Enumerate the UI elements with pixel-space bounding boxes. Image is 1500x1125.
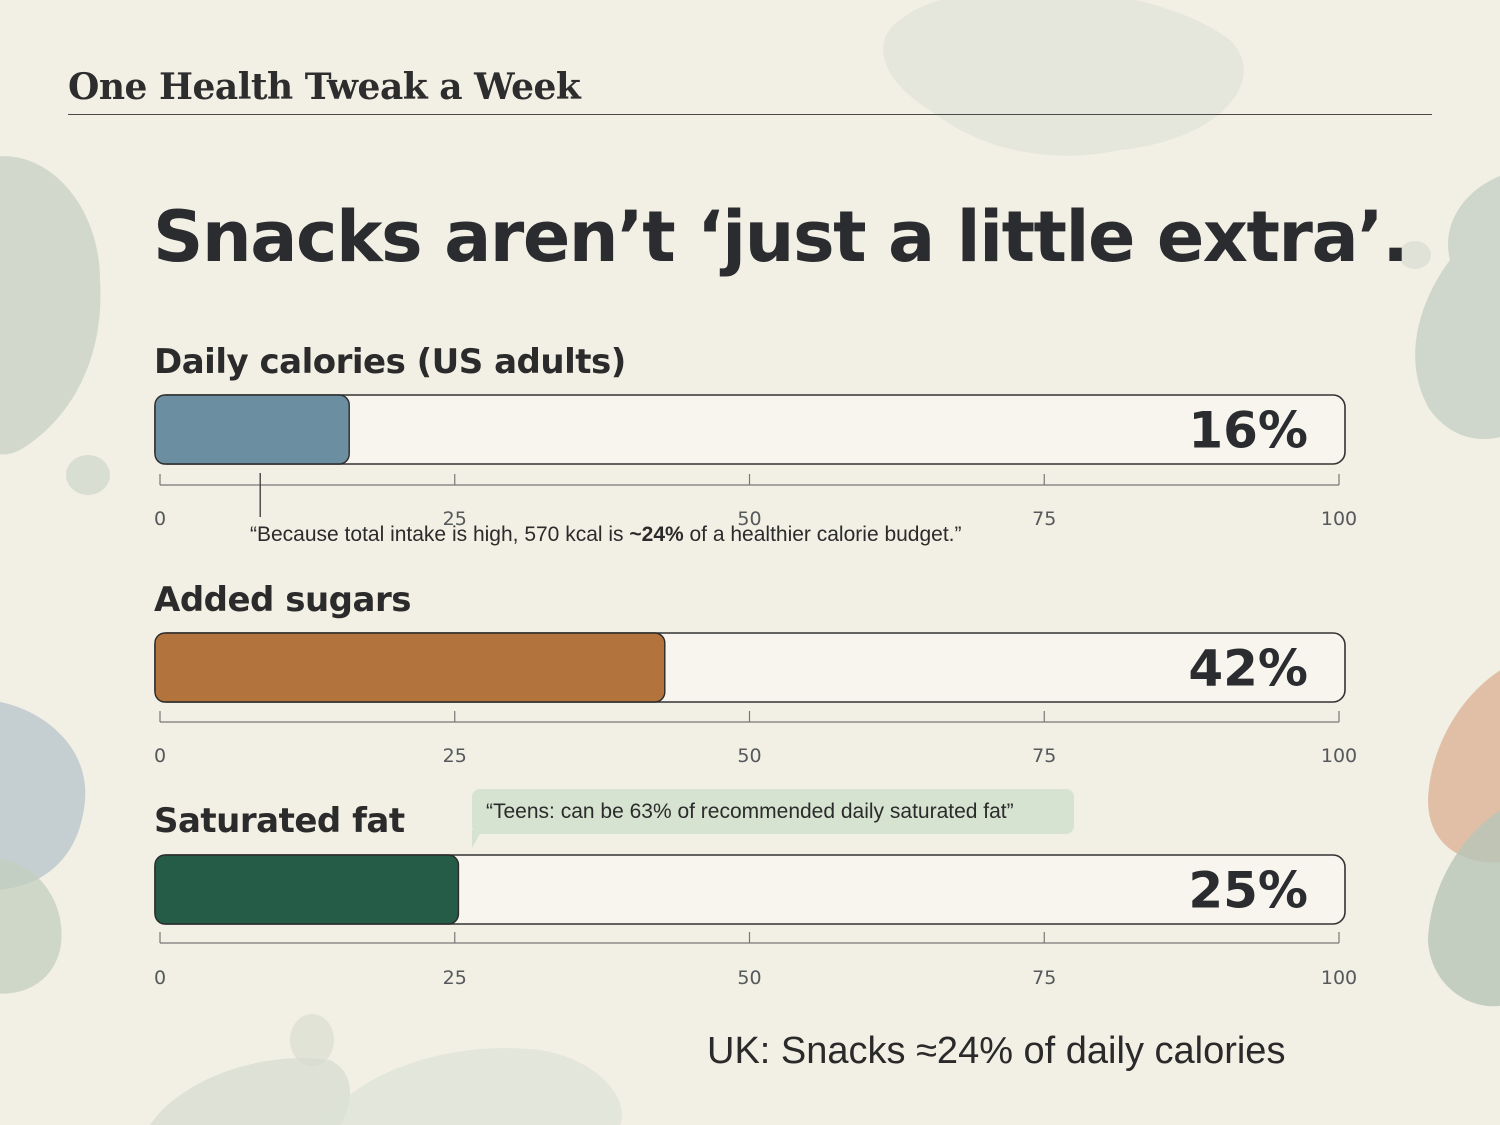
footer-note: UK: Snacks ≈24% of daily calories bbox=[707, 1030, 1286, 1072]
sugars-tick-label-75: 75 bbox=[1032, 745, 1056, 767]
annotation-after: of a healthier calorie budget.” bbox=[683, 523, 962, 546]
blob-bottom-center bbox=[320, 1048, 622, 1125]
sugars-tick-label-50: 50 bbox=[737, 745, 761, 767]
blob-left-lower-green bbox=[0, 859, 62, 994]
blob-top-center bbox=[883, 0, 1244, 156]
fat-tick-label-100: 100 bbox=[1321, 967, 1357, 989]
calories-value-label: 16% bbox=[1188, 402, 1308, 460]
sugars-bar bbox=[154, 632, 666, 703]
blob-right-dot bbox=[1399, 241, 1431, 269]
calories-tick-label-25: 25 bbox=[443, 508, 467, 530]
calories-tick-label-0: 0 bbox=[154, 508, 166, 530]
fat-tick-label-25: 25 bbox=[443, 967, 467, 989]
calories-annotation: “Because total intake is high, 570 kcal … bbox=[250, 523, 962, 547]
blob-bottom-left bbox=[150, 1058, 350, 1125]
headline: Snacks aren’t ‘just a little extra’. bbox=[153, 196, 1409, 278]
title-divider bbox=[68, 114, 1432, 115]
blob-right-upper bbox=[1415, 176, 1500, 439]
calories-tick-label-100: 100 bbox=[1321, 508, 1357, 530]
blob-left-lower-blue bbox=[0, 702, 86, 890]
sugars-tick-label-0: 0 bbox=[154, 745, 166, 767]
fat-bar bbox=[154, 854, 460, 925]
calories-tick-label-50: 50 bbox=[737, 508, 761, 530]
fat-tick-label-50: 50 bbox=[737, 967, 761, 989]
callout-tail bbox=[472, 830, 482, 848]
blob-left-small bbox=[66, 455, 110, 495]
fat-value-label: 25% bbox=[1188, 862, 1308, 920]
annotation-before: “Because total intake is high, 570 kcal … bbox=[250, 523, 630, 546]
series-title: One Health Tweak a Week bbox=[68, 66, 581, 108]
annotation-bold: ~24% bbox=[629, 523, 684, 546]
sugars-tick-label-100: 100 bbox=[1321, 745, 1357, 767]
blob-right-peach bbox=[1428, 670, 1500, 863]
fat-title: Saturated fat bbox=[154, 801, 405, 841]
blob-bottom-dot bbox=[290, 1014, 334, 1066]
calories-title: Daily calories (US adults) bbox=[154, 342, 626, 382]
calories-tick-label-75: 75 bbox=[1032, 508, 1056, 530]
blob-left-upper bbox=[0, 156, 101, 455]
sugars-value-label: 42% bbox=[1188, 640, 1308, 698]
calories-bar bbox=[154, 394, 350, 465]
sugars-title: Added sugars bbox=[154, 580, 411, 620]
fat-tick-label-75: 75 bbox=[1032, 967, 1056, 989]
blob-right-lower-green bbox=[1428, 810, 1500, 1007]
teens-callout: “Teens: can be 63% of recommended daily … bbox=[472, 789, 1074, 834]
sugars-tick-label-25: 25 bbox=[443, 745, 467, 767]
fat-tick-label-0: 0 bbox=[154, 967, 166, 989]
